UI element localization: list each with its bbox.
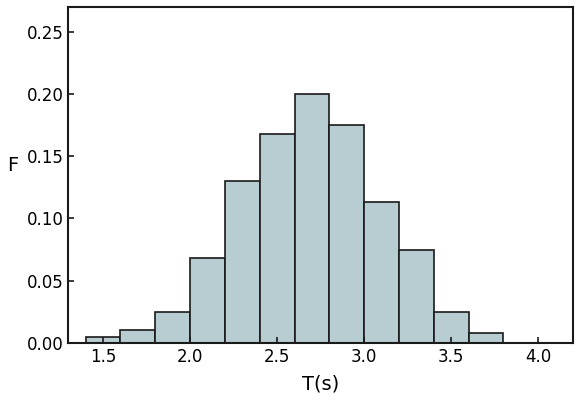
Bar [295, 94, 329, 343]
Bar [399, 250, 434, 343]
Bar [121, 330, 155, 343]
Bar [469, 333, 503, 343]
Y-axis label: F: F [7, 156, 18, 175]
Bar [364, 202, 399, 343]
Bar [86, 337, 121, 343]
Bar [260, 134, 295, 343]
Bar [329, 125, 364, 343]
Bar [155, 312, 190, 343]
Bar [434, 312, 469, 343]
Bar [190, 258, 225, 343]
Bar [225, 181, 260, 343]
X-axis label: T(s): T(s) [302, 374, 339, 393]
